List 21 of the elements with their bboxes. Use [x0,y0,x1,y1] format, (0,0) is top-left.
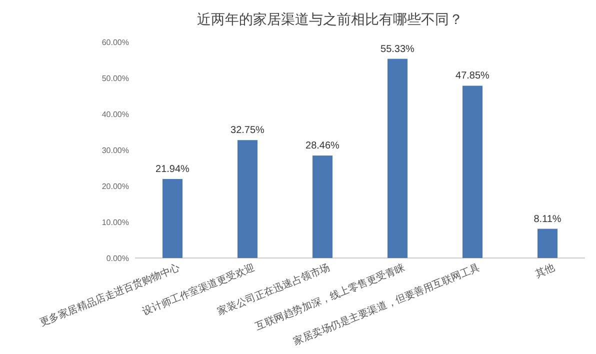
data-label: 21.94% [156,164,190,176]
data-label: 8.11% [534,214,562,225]
data-label: 28.46% [306,140,340,152]
y-tick-label: 60.00% [102,38,129,47]
y-tick-label: 40.00% [102,110,129,119]
y-tick-label: 30.00% [102,146,129,155]
bar [462,86,482,258]
y-tick-label: 20.00% [102,182,129,191]
y-tick-label: 50.00% [102,74,129,83]
bar [238,140,258,258]
x-tick-label: 其他 [534,262,557,280]
bar [538,228,558,258]
chart-title: 近两年的家居渠道与之前相比有哪些不同？ [197,11,463,27]
bar [312,156,332,258]
bar [162,179,182,258]
bar [388,58,408,258]
data-label: 55.33% [380,44,415,55]
y-tick-label: 10.00% [102,218,129,227]
data-label: 32.75% [230,125,265,136]
y-tick-label: 0.00% [106,254,129,263]
data-label: 47.85% [456,70,490,82]
